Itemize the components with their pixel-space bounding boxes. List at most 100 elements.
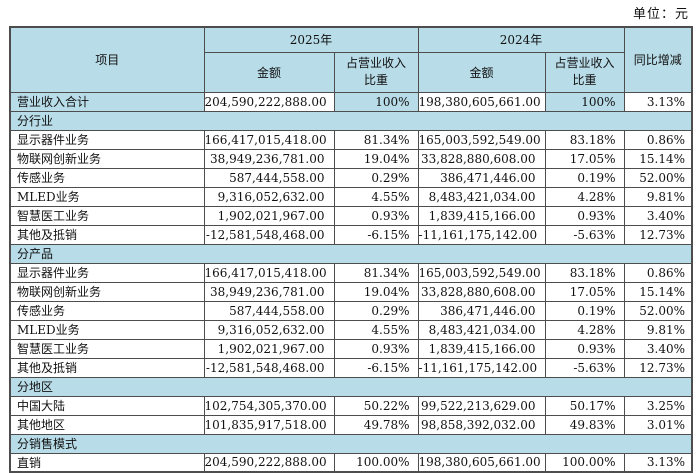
- share-2024-cell: 49.83%: [544, 414, 625, 435]
- amount-2025-cell: 9,316,052,632.00: [203, 186, 335, 207]
- yoy-cell: 9.81%: [623, 186, 693, 207]
- share-2024-cell: -5.63%: [544, 224, 625, 245]
- yoy-cell: 3.40%: [623, 338, 693, 359]
- yoy-cell: 3.13%: [623, 91, 693, 112]
- share-2024-cell: 4.28%: [544, 186, 625, 207]
- table-row: MLED业务 9,316,052,632.00 4.55% 8,483,421,034…: [9, 186, 693, 207]
- amount-2025-cell: 9,316,052,632.00: [203, 319, 335, 340]
- row-label-cell: 智慧医工业务: [9, 205, 205, 226]
- header-year-2025: 2025年: [203, 26, 419, 53]
- amount-2025-cell: 1,902,021,967.00: [203, 338, 335, 359]
- share-2024-cell: 50.17%: [544, 395, 625, 416]
- header-yoy: 同比增减: [623, 26, 693, 93]
- amount-2025-cell: 204,590,222,888.00: [203, 91, 335, 112]
- row-label-cell: 显示器件业务: [9, 262, 205, 283]
- amount-2024-cell: 33,828,880,608.00: [417, 148, 546, 169]
- share-2025-cell: 0.29%: [333, 167, 419, 188]
- revenue-table: 项目 2025年 2024年 同比增减 金额 占营业收入比重 金额 占营业收入比…: [9, 26, 694, 473]
- share-2024-cell: 0.93%: [544, 338, 625, 359]
- share-2024-cell: 100.00%: [544, 452, 625, 473]
- share-2024-cell: 0.93%: [544, 205, 625, 226]
- table-row: 物联网创新业务 38,949,236,781.00 19.04% 33,828,880…: [9, 281, 693, 302]
- table-row: 传感业务 587,444,558.00 0.29% 386,471,446.00 0.1…: [9, 167, 693, 188]
- share-2025-cell: -6.15%: [333, 224, 419, 245]
- section-row: 分销售模式: [9, 433, 693, 454]
- share-2025-cell: 0.93%: [333, 205, 419, 226]
- amount-2025-cell: 1,902,021,967.00: [203, 205, 335, 226]
- amount-2025-cell: 587,444,558.00: [203, 167, 335, 188]
- share-2024-cell: 83.18%: [544, 129, 625, 150]
- yoy-cell: 9.81%: [623, 319, 693, 340]
- yoy-cell: 0.86%: [623, 129, 693, 150]
- amount-2025-cell: 204,590,222,888.00: [203, 452, 335, 473]
- table-row: 智慧医工业务 1,902,021,967.00 0.93% 1,839,415,166…: [9, 338, 693, 359]
- share-2025-cell: 81.34%: [333, 129, 419, 150]
- amount-2024-cell: 198,380,605,661.00: [417, 91, 546, 112]
- amount-2024-cell: 386,471,446.00: [417, 300, 546, 321]
- section-label: 分产品: [9, 243, 693, 264]
- section-label: 分销售模式: [9, 433, 693, 454]
- yoy-cell: 3.40%: [623, 205, 693, 226]
- amount-2025-cell: -12,581,548,468.00: [203, 224, 335, 245]
- yoy-cell: 15.14%: [623, 148, 693, 169]
- amount-2024-cell: 386,471,446.00: [417, 167, 546, 188]
- share-2025-cell: 100%: [333, 91, 419, 112]
- unit-label: 单位：元: [632, 7, 689, 22]
- yoy-cell: 12.73%: [623, 357, 693, 378]
- header-share-2024: 占营业收入比重: [544, 51, 625, 93]
- table-row: 其他地区 101,835,917,518.00 49.78% 98,858,392,0…: [9, 414, 693, 435]
- share-2024-cell: 4.28%: [544, 319, 625, 340]
- row-label-cell: MLED业务: [9, 319, 205, 340]
- share-2025-cell: 49.78%: [333, 414, 419, 435]
- row-label-cell: 传感业务: [9, 300, 205, 321]
- share-2025-cell: -6.15%: [333, 357, 419, 378]
- header-amount-2024: 金额: [417, 51, 546, 93]
- amount-2025-cell: 38,949,236,781.00: [203, 281, 335, 302]
- header-share-2025: 占营业收入比重: [333, 51, 419, 93]
- section-label: 分地区: [9, 376, 693, 397]
- amount-2024-cell: 1,839,415,166.00: [417, 205, 546, 226]
- table-row: 智慧医工业务 1,902,021,967.00 0.93% 1,839,415,166…: [9, 205, 693, 226]
- table-row: 显示器件业务 166,417,015,418.00 81.34% 165,003,59…: [9, 129, 693, 150]
- share-2025-cell: 4.55%: [333, 319, 419, 340]
- amount-2025-cell: 166,417,015,418.00: [203, 129, 335, 150]
- yoy-cell: 0.86%: [623, 262, 693, 283]
- row-label-cell: MLED业务: [9, 186, 205, 207]
- table-row: 中国大陆 102,754,305,370.00 50.22% 99,522,213,6…: [9, 395, 693, 416]
- share-2025-cell: 81.34%: [333, 262, 419, 283]
- header-year-2024: 2024年: [417, 26, 625, 53]
- amount-2025-cell: 38,949,236,781.00: [203, 148, 335, 169]
- row-label-cell: 其他及抵销: [9, 224, 205, 245]
- row-label-cell: 营业收入合计: [9, 91, 205, 112]
- share-header-text: 占营业收入比重: [345, 55, 406, 87]
- section-row: 分行业: [9, 110, 693, 131]
- header-amount-2025: 金额: [203, 51, 335, 93]
- yoy-cell: 12.73%: [623, 224, 693, 245]
- yoy-cell: 15.14%: [623, 281, 693, 302]
- amount-2025-cell: 587,444,558.00: [203, 300, 335, 321]
- table-header: 项目 2025年 2024年 同比增减 金额 占营业收入比重 金额 占营业收入比…: [9, 26, 693, 93]
- amount-2024-cell: 165,003,592,549.00: [417, 129, 546, 150]
- share-2024-cell: 0.19%: [544, 300, 625, 321]
- amount-2025-cell: -12,581,548,468.00: [203, 357, 335, 378]
- header-item: 项目: [9, 26, 205, 93]
- share-2025-cell: 50.22%: [333, 395, 419, 416]
- yoy-cell: 52.00%: [623, 167, 693, 188]
- header-row-years: 项目 2025年 2024年 同比增减: [9, 26, 693, 93]
- share-2025-cell: 19.04%: [333, 148, 419, 169]
- share-2025-cell: 4.55%: [333, 186, 419, 207]
- row-label-cell: 显示器件业务: [9, 129, 205, 150]
- row-label-cell: 中国大陆: [9, 395, 205, 416]
- row-label-cell: 其他及抵销: [9, 357, 205, 378]
- row-label-cell: 智慧医工业务: [9, 338, 205, 359]
- section-row: 分地区: [9, 376, 693, 397]
- yoy-cell: 3.01%: [623, 414, 693, 435]
- amount-2025-cell: 166,417,015,418.00: [203, 262, 335, 283]
- table-body: 营业收入合计 204,590,222,888.00 100% 198,380,605,…: [9, 91, 693, 473]
- header-row-sub: 金额 占营业收入比重 金额 占营业收入比重: [10, 51, 692, 93]
- table-row: 物联网创新业务 38,949,236,781.00 19.04% 33,828,880…: [9, 148, 693, 169]
- section-row: 分产品: [9, 243, 693, 264]
- amount-2024-cell: -11,161,175,142.00: [417, 224, 546, 245]
- amount-2024-cell: 33,828,880,608.00: [417, 281, 546, 302]
